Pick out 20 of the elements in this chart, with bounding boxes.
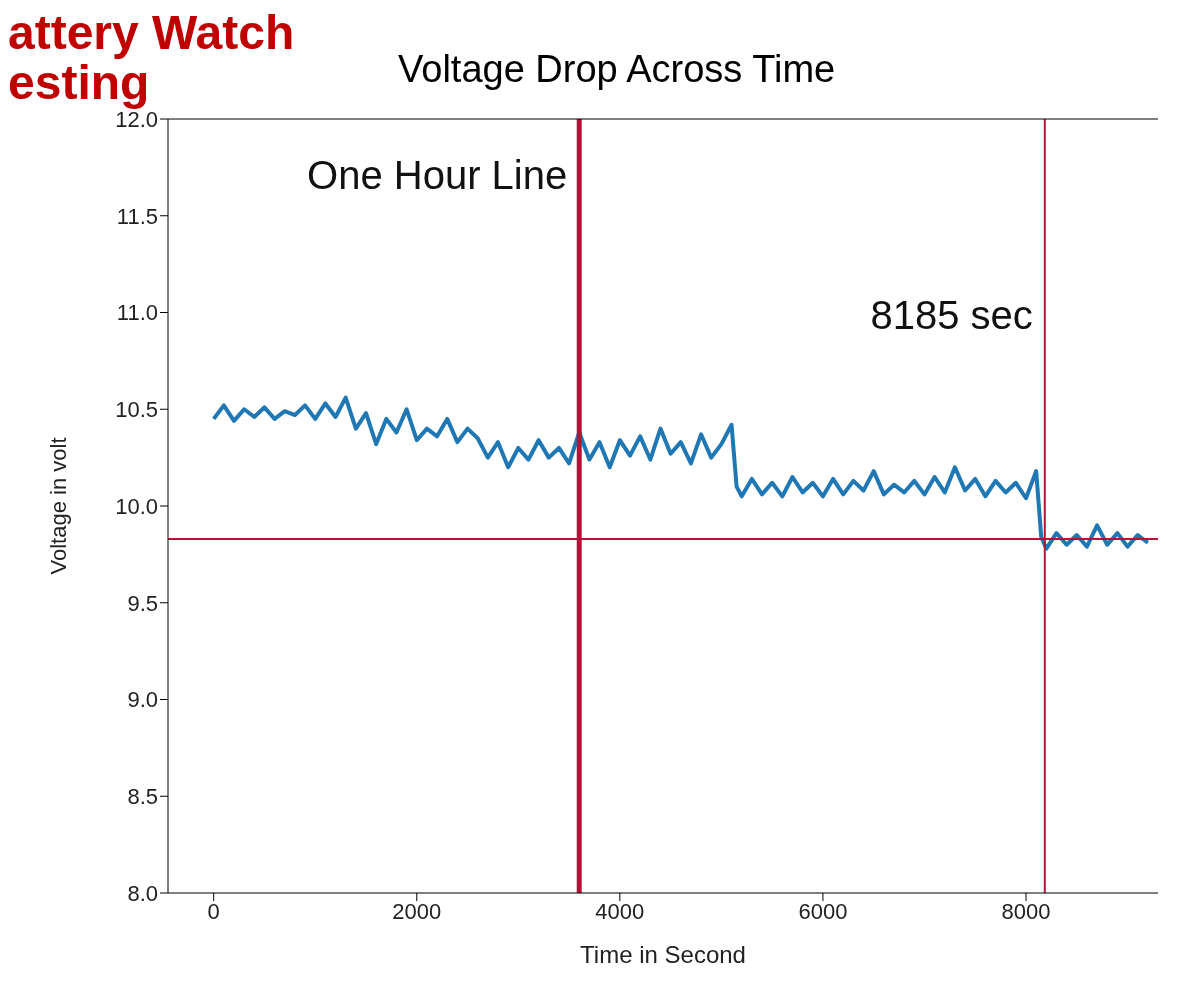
y-tick-label: 9.5 (127, 590, 158, 616)
y-tick-label: 8.5 (127, 784, 158, 810)
ref-line-label: One Hour Line (307, 153, 568, 198)
x-tick-label: 2000 (392, 898, 442, 924)
ref-line-label: 8185 sec (870, 293, 1033, 338)
y-tick-label: 10.5 (115, 397, 158, 423)
y-tick-label: 9.0 (127, 687, 158, 713)
y-tick-label: 8.0 (127, 880, 158, 906)
y-tick-label: 11.5 (116, 203, 158, 229)
x-axis-title: Time in Second (580, 941, 746, 968)
x-tick-label: 0 (207, 898, 220, 924)
y-tick-label: 10.0 (115, 493, 158, 519)
x-tick-label: 6000 (798, 898, 848, 924)
chart-title: Voltage Drop Across Time (398, 48, 836, 91)
y-tick-label: 11.0 (116, 300, 158, 326)
text: attery Watch (8, 6, 295, 59)
line-series (211, 395, 1150, 551)
y-axis-title: Voltage in volt (45, 437, 71, 575)
x-tick-label: 4000 (595, 898, 645, 924)
x-tick-label: 8000 (1001, 898, 1051, 924)
